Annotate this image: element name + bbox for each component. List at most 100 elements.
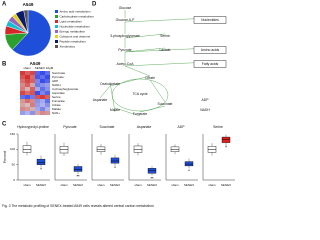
row-label: 3-phosphoglycerate bbox=[52, 87, 79, 91]
heatmap-cell bbox=[40, 83, 45, 87]
row-label: Citrate bbox=[52, 103, 61, 107]
pathway-node: ADP bbox=[202, 98, 210, 102]
significance: * bbox=[114, 165, 116, 170]
pathway-node: Nucleotides bbox=[201, 18, 219, 22]
row-label: Malate bbox=[52, 107, 61, 111]
heatmap-cell bbox=[20, 103, 25, 107]
pathway-node: Acetyl-CoA bbox=[117, 62, 135, 66]
heatmap-cell bbox=[20, 75, 25, 79]
pathway-node: Oxaloacetate bbox=[100, 82, 120, 86]
x-tick-label: SENEX bbox=[73, 183, 83, 187]
pathway-arrow bbox=[124, 65, 151, 77]
heatmap-cell bbox=[45, 99, 50, 103]
x-tick-label: sham bbox=[208, 183, 216, 187]
row-label: ADP bbox=[52, 79, 58, 83]
heatmap-cell bbox=[25, 107, 30, 111]
heatmap-cell bbox=[40, 111, 45, 115]
box bbox=[59, 146, 69, 154]
axes bbox=[91, 134, 124, 181]
pathway-node: Glucose-6-P bbox=[116, 18, 136, 22]
axes bbox=[202, 134, 235, 181]
heatmap-cell bbox=[20, 95, 25, 99]
pathway-arrow bbox=[109, 81, 116, 113]
heatmap-cell bbox=[45, 91, 50, 95]
heatmap-cell bbox=[20, 79, 25, 83]
pathway-arrow bbox=[99, 85, 111, 99]
pathway-node: Succinate bbox=[158, 102, 173, 106]
box bbox=[221, 136, 231, 143]
y-tick-label: 100 bbox=[10, 147, 15, 151]
box bbox=[184, 161, 194, 167]
panel-label: C bbox=[2, 122, 7, 128]
box bbox=[110, 157, 120, 164]
heatmap-cell bbox=[45, 111, 50, 115]
axes bbox=[17, 134, 50, 181]
legend-label: Cofactors and vitamins bbox=[60, 34, 91, 38]
plot-title: Aspartate bbox=[137, 125, 152, 129]
pathway-node: Fatty acids bbox=[202, 62, 219, 66]
x-tick-label: SENEX bbox=[147, 183, 157, 187]
heatmap-cell bbox=[35, 91, 40, 95]
heatmap-cell bbox=[35, 83, 40, 87]
row-label: Pyruvate bbox=[52, 75, 64, 79]
panel-label: D bbox=[92, 2, 97, 8]
heatmap-cell bbox=[20, 83, 25, 87]
heatmap-cell bbox=[25, 111, 30, 115]
x-tick-label: sham bbox=[171, 183, 179, 187]
pathway-node: 3-phosphoglycerate bbox=[110, 34, 140, 38]
pathway-node: Serine bbox=[160, 34, 170, 38]
heatmap-cell bbox=[20, 71, 25, 75]
x-tick-label: sham bbox=[134, 183, 142, 187]
x-tick-label: sham bbox=[97, 183, 105, 187]
x-tick-label: SENEX bbox=[110, 183, 120, 187]
heatmap-cell bbox=[40, 99, 45, 103]
significance: ** bbox=[150, 175, 154, 180]
legend-label: Nucleotide metabolism bbox=[60, 24, 91, 28]
heatmap-cell bbox=[45, 107, 50, 111]
heatmap-cell bbox=[25, 79, 30, 83]
heatmap-cell bbox=[30, 111, 35, 115]
plot-title: Serine bbox=[213, 125, 223, 129]
x-tick-label: sham bbox=[23, 183, 31, 187]
row-label: Fumarate bbox=[52, 99, 65, 103]
heatmap-cell bbox=[45, 95, 50, 99]
legend-label: Lipid metabolism bbox=[60, 19, 83, 23]
column-label: sham bbox=[23, 66, 31, 70]
legend-swatch bbox=[55, 25, 58, 28]
plot-title: ADP bbox=[178, 125, 186, 129]
pathway-node: Amino acids bbox=[201, 48, 220, 52]
legend-swatch bbox=[55, 40, 58, 43]
heatmap-cell bbox=[35, 99, 40, 103]
significance: * bbox=[225, 145, 227, 150]
heatmap-cell bbox=[40, 107, 45, 111]
pathway-node: Citrate bbox=[145, 76, 155, 80]
legend-swatch bbox=[55, 10, 58, 13]
axes bbox=[128, 134, 161, 181]
panel-label: A bbox=[2, 2, 7, 8]
heatmap-cell bbox=[30, 79, 35, 83]
pie-slice bbox=[23, 9, 29, 34]
significance: * bbox=[40, 167, 42, 172]
heatmap-cell bbox=[30, 91, 35, 95]
pathway-node: NADH bbox=[200, 108, 210, 112]
heatmap-cell bbox=[40, 103, 45, 107]
heatmap-cell bbox=[30, 87, 35, 91]
pathway-node: TCA cycle bbox=[132, 92, 147, 96]
heatmap-cell bbox=[30, 83, 35, 87]
heatmap-cell bbox=[40, 75, 45, 79]
pie-slice bbox=[11, 9, 52, 57]
pathway-arrow bbox=[114, 107, 141, 117]
pathway-node: Lactate bbox=[159, 48, 170, 52]
heatmap-cell bbox=[25, 95, 30, 99]
row-label: Aspartate bbox=[52, 91, 65, 95]
caption: Fig. 3 The metabolic profiling of SENEX-… bbox=[2, 204, 154, 208]
plot-title: Succinate bbox=[100, 125, 115, 129]
axes bbox=[54, 134, 87, 181]
legend-label: Xenobiotics bbox=[60, 44, 76, 48]
pathway-arrow bbox=[124, 33, 166, 39]
axes bbox=[165, 134, 198, 181]
heatmap-cell bbox=[30, 71, 35, 75]
heatmap-cell bbox=[35, 103, 40, 107]
y-tick-label: 150 bbox=[10, 132, 15, 136]
heatmap-cell bbox=[25, 87, 30, 91]
